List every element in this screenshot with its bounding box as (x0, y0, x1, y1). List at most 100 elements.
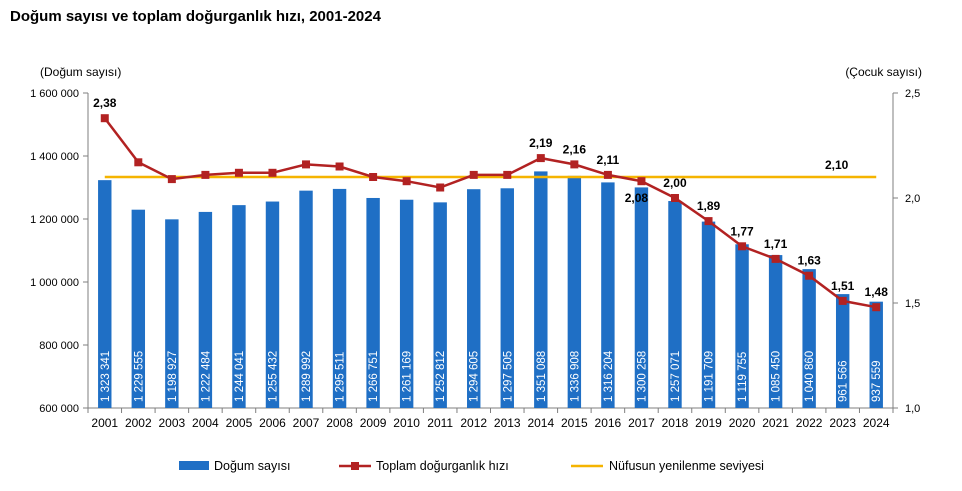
bar (332, 188, 347, 408)
bar-value-label: 1 257 071 (670, 351, 682, 402)
bar-value-label: 1 040 860 (804, 351, 816, 402)
bar-value-label: 1 191 709 (704, 351, 716, 402)
tfr-point-label: 1,77 (730, 224, 754, 238)
bar (299, 190, 313, 408)
bar (165, 219, 179, 408)
bar-value-label: 1 289 992 (301, 351, 313, 402)
y-left-tick-label: 1 200 000 (30, 214, 79, 226)
x-tick-label: 2015 (561, 416, 588, 430)
bar-value-label: 1 300 258 (636, 351, 648, 402)
bar-value-label: 1 222 484 (200, 350, 212, 402)
bar-value-label: 1 255 432 (267, 351, 279, 402)
y-left-tick-label: 600 000 (39, 403, 79, 415)
tfr-point-label: 2,19 (529, 136, 553, 150)
x-tick-label: 2002 (125, 416, 152, 430)
x-tick-label: 2008 (326, 416, 353, 430)
legend-replacement-label: Nüfusun yenilenme seviyesi (609, 459, 764, 473)
tfr-point-label: 2,00 (663, 176, 687, 190)
bar (701, 221, 716, 408)
bar (567, 175, 582, 408)
tfr-point (167, 175, 176, 184)
bar-value-label: 961 566 (838, 360, 850, 402)
bar (869, 301, 883, 408)
x-tick-label: 2014 (527, 416, 554, 430)
bar (668, 201, 682, 408)
y-left-tick-label: 1 000 000 (30, 277, 79, 289)
bar (802, 269, 816, 408)
bars-layer (98, 171, 883, 408)
y-left-tick-label: 1 600 000 (30, 88, 79, 100)
x-tick-label: 2016 (595, 416, 622, 430)
tfr-point (302, 160, 311, 169)
tfr-point (402, 177, 411, 186)
tfr-point (100, 114, 109, 123)
tfr-point (503, 170, 512, 179)
legend-bar-swatch (179, 461, 209, 470)
x-tick-label: 2010 (393, 416, 420, 430)
bar-value-label: 1 229 555 (133, 351, 145, 402)
bar (601, 182, 615, 408)
tfr-point-label: 1,51 (831, 279, 855, 293)
bar-value-label: 1 085 450 (771, 351, 783, 402)
bar-value-label: 1 244 041 (234, 351, 246, 402)
lines-layer (100, 114, 881, 312)
bar (198, 211, 213, 408)
bar (366, 197, 380, 408)
tfr-point-label: 2,38 (93, 96, 117, 110)
bar (835, 294, 850, 408)
tfr-point (335, 162, 344, 171)
bar (265, 201, 280, 408)
tfr-point (771, 254, 780, 263)
y-left-axis-label: (Doğum sayısı) (40, 65, 121, 79)
y-right-tick-label: 2,0 (905, 193, 920, 205)
tfr-point (234, 168, 243, 177)
bar (399, 199, 414, 408)
bar (500, 188, 514, 408)
bar-value-label: 1 252 812 (435, 351, 447, 402)
legend: Doğum sayısı Toplam doğurganlık hızı Nüfus… (179, 459, 764, 473)
y-left-tick-label: 800 000 (39, 340, 79, 352)
tfr-point (872, 303, 881, 312)
y-right-tick-label: 1,5 (905, 298, 920, 310)
bar-value-label: 1 295 511 (335, 352, 347, 402)
bar-value-label: 1 316 204 (603, 350, 615, 402)
legend-tfr-swatch-marker (351, 462, 359, 470)
x-tick-label: 2022 (796, 416, 823, 430)
x-tick-label: 2018 (662, 416, 689, 430)
tfr-line (103, 117, 877, 309)
legend-bar-label: Doğum sayısı (214, 459, 290, 473)
bar-value-label: 1 261 169 (402, 351, 414, 402)
bar (98, 180, 112, 408)
axes-layer: 600 000 800 000 1 000 000 1 200 000 1 400 00… (30, 65, 922, 430)
bar-value-label: 1 198 927 (167, 351, 179, 402)
tfr-point (838, 296, 847, 305)
bar (232, 205, 246, 408)
x-tick-label: 2012 (460, 416, 487, 430)
bar-value-label: 1 297 505 (502, 351, 514, 402)
y-right-tick-label: 1,0 (905, 403, 920, 415)
bar (735, 244, 749, 408)
x-tick-label: 2017 (628, 416, 655, 430)
x-tick-label: 2001 (91, 416, 118, 430)
bar (768, 255, 783, 408)
labels-layer: 1 323 341 1 229 555 1 198 927 1 222 484 1 24… (93, 96, 888, 402)
bar-value-label: 1 336 908 (569, 351, 581, 402)
tfr-point (570, 160, 579, 169)
bar (634, 187, 649, 408)
replacement-level-label: 2,10 (825, 158, 849, 172)
bar-value-label: 1 323 341 (100, 351, 112, 402)
x-tick-label: 2020 (729, 416, 756, 430)
y-left-tick-label: 1 400 000 (30, 151, 79, 163)
tfr-point-label: 1,48 (865, 285, 889, 299)
bar (433, 202, 447, 408)
tfr-point-label: 2,08 (625, 191, 649, 205)
x-tick-label: 2004 (192, 416, 219, 430)
x-tick-label: 2024 (863, 416, 890, 430)
bar (467, 189, 481, 408)
bar (131, 209, 146, 408)
tfr-point (637, 177, 646, 186)
tfr-point (536, 154, 545, 163)
bar (534, 171, 548, 408)
